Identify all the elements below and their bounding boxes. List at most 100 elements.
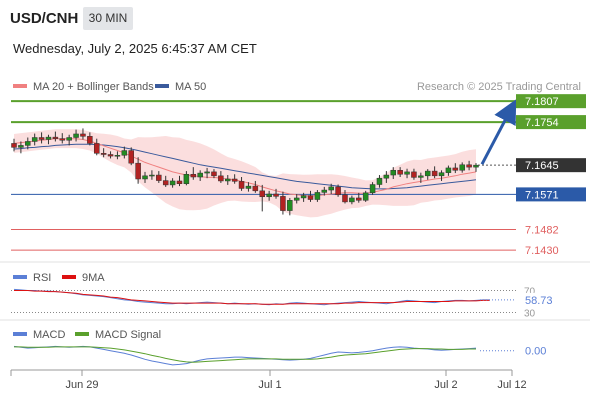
candle-body: [452, 167, 459, 171]
candle-body: [383, 174, 390, 179]
candle-body: [307, 195, 314, 200]
candle-body: [356, 197, 362, 201]
candle-body: [149, 174, 155, 177]
level-box-7.1571: [516, 187, 586, 202]
candle-body: [411, 171, 417, 178]
rsi-ref-label-70: 70: [524, 287, 536, 298]
candle-body: [238, 181, 245, 189]
candle-body: [280, 196, 286, 211]
candle-body: [142, 175, 148, 180]
rsi-ref-label-30: 30: [524, 309, 536, 320]
ma50-legend-swatch: [155, 84, 169, 88]
x-tick-label: Jun 29: [65, 379, 98, 391]
x-tick-label: Jul 12: [497, 379, 526, 391]
candle-body: [328, 186, 334, 191]
timeframe-badge[interactable]: 30 MIN: [83, 7, 133, 30]
level-box-7.1754: [516, 115, 586, 130]
rsi-panel: 70 30 58.73: [11, 287, 559, 320]
candle-body: [473, 164, 479, 168]
candle-body: [93, 143, 100, 154]
macd-legend-label: MACD: [33, 329, 65, 341]
candle-body: [266, 193, 272, 198]
candle-body: [18, 145, 24, 148]
candle-body: [438, 172, 445, 177]
candle-body: [445, 167, 452, 173]
rsi-line: [13, 288, 490, 306]
rsi-ma-line: [14, 290, 490, 305]
candle-body: [107, 154, 114, 157]
level-label-7.1754: 7.1754: [525, 117, 559, 129]
datetime-label: Wednesday, July 2, 2025 6:45:37 AM CET: [13, 41, 257, 56]
level-label-7.1645: 7.1645: [525, 160, 559, 172]
candle-body: [211, 171, 217, 177]
rsi-legend: RSI 9MA: [13, 272, 105, 284]
candle-body: [252, 185, 259, 192]
candle-body: [25, 141, 31, 146]
forecast-arrow-line: [480, 99, 517, 165]
candle-body: [321, 189, 328, 193]
candle-body: [376, 177, 383, 185]
candle-body: [335, 186, 341, 196]
candle-body: [300, 195, 307, 199]
candle-body: [390, 170, 397, 176]
rsi-ma-legend-swatch: [62, 275, 76, 279]
candle-body: [245, 185, 252, 189]
candle-body: [204, 171, 210, 174]
candle-body: [459, 164, 465, 171]
source-label: Research © 2025 Trading Central: [417, 81, 581, 93]
candle-body: [176, 180, 183, 184]
candle-body: [52, 136, 59, 139]
candle-body: [169, 180, 176, 186]
macd-signal-line: [14, 346, 476, 363]
candle-body: [218, 175, 224, 182]
rsi-legend-swatch: [13, 275, 27, 279]
candle-body: [87, 136, 93, 144]
candle-body: [183, 173, 190, 184]
level-label-7.1430: 7.1430: [525, 245, 559, 257]
candle-body: [66, 137, 72, 141]
ma20-legend-label: MA 20 + Bollinger Bands: [33, 81, 154, 93]
candle-body: [397, 170, 403, 175]
macd-legend: MACD MACD Signal: [13, 329, 161, 341]
candle-body: [431, 170, 438, 177]
candle-body: [404, 171, 410, 175]
candle-body: [100, 153, 107, 155]
price-level-labels: 7.1807 7.1754 7.1645 7.1571 7.1482 7.1430: [516, 94, 586, 257]
candle-body: [231, 178, 238, 182]
rsi-value-label: 58.73: [525, 295, 553, 307]
candle-body: [225, 178, 231, 182]
level-box-7.1645: [516, 158, 586, 173]
candle-body: [293, 197, 300, 201]
macd-legend-swatch: [13, 332, 27, 336]
level-box-7.1807: [516, 94, 586, 109]
candle-body: [273, 193, 279, 197]
level-label-7.1807: 7.1807: [525, 96, 559, 108]
level-label-7.1482: 7.1482: [525, 225, 559, 237]
symbol-title: USD/CNH: [10, 10, 79, 27]
macd-signal-legend-swatch: [75, 332, 89, 336]
ma50-line: [13, 143, 477, 190]
macd-value-label: 0.00: [525, 346, 546, 358]
rsi-value-bg: [519, 292, 559, 307]
candle-body: [11, 143, 17, 148]
candle-body: [114, 155, 121, 157]
candlesticks: [11, 128, 479, 216]
price-legend: MA 20 + Bollinger Bands MA 50 Research ©…: [13, 81, 581, 93]
candle-body: [349, 197, 355, 203]
candle-body: [197, 172, 203, 178]
level-label-7.1571: 7.1571: [525, 189, 559, 201]
candle-body: [59, 138, 66, 141]
candle-body: [45, 136, 52, 140]
x-tick-label: Jul 2: [434, 379, 457, 391]
candle-body: [362, 192, 369, 201]
candle-body: [156, 174, 162, 181]
candle-body: [466, 164, 472, 168]
x-tick-label: Jul 1: [258, 379, 281, 391]
candle-body: [38, 137, 45, 140]
candle-body: [121, 150, 128, 156]
candle-body: [162, 180, 169, 186]
candle-body: [190, 173, 197, 178]
candle-body: [80, 133, 86, 137]
rsi-ma-legend-label: 9MA: [82, 272, 105, 284]
